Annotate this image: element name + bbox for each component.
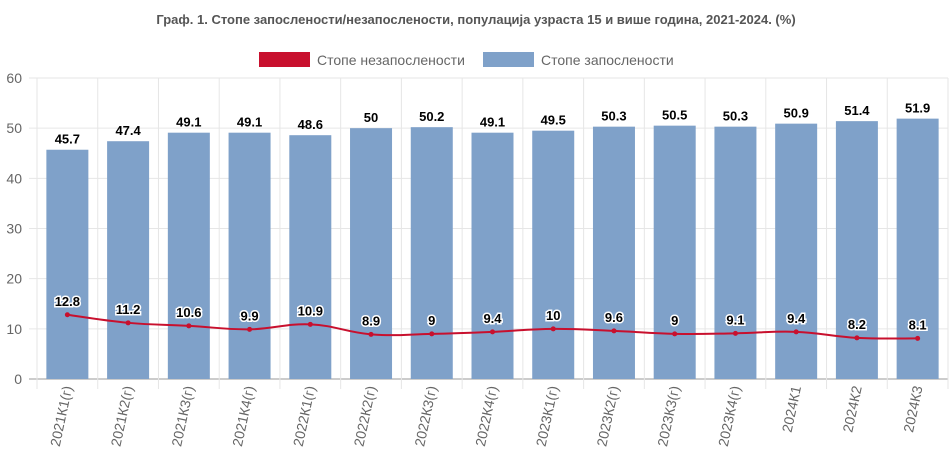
- y-axis: 0 10 20 30 40 50 60: [6, 70, 22, 387]
- point-unemployment: [490, 329, 495, 335]
- point-unemployment: [732, 330, 738, 336]
- data-label-employment: 47.4: [115, 123, 141, 138]
- x-tick-label: 2021К3(г): [168, 384, 196, 448]
- point-unemployment: [429, 331, 435, 337]
- bar-employment: [653, 125, 696, 380]
- data-label-unemployment: 11.2: [116, 302, 141, 317]
- point-unemployment: [854, 335, 860, 341]
- x-tick-label: 2024К1: [779, 384, 804, 434]
- y-tick-label: 10: [6, 321, 22, 337]
- x-axis: 2021К1(г) 2021К2(г) 2021К3(г) 2021К4(г) 2022…: [47, 384, 926, 448]
- data-label-employment: 48.6: [298, 117, 323, 132]
- x-tick-label: 2021К4(г): [229, 384, 257, 448]
- data-label-employment: 49.1: [237, 115, 262, 130]
- data-label-employment: 50.3: [601, 109, 626, 124]
- bar-employment: [107, 141, 150, 379]
- data-label-unemployment: 8.9: [362, 313, 380, 328]
- point-unemployment: [550, 326, 556, 332]
- bar-employment: [532, 130, 575, 379]
- x-tick-label: 2022К1(г): [290, 384, 318, 448]
- line-series: [64, 312, 921, 341]
- y-tick-label: 30: [6, 221, 22, 237]
- x-tick-label: 2023К2(г): [593, 384, 621, 448]
- point-unemployment: [307, 321, 313, 327]
- data-label-employment: 50.9: [784, 106, 809, 121]
- legend-label-employment: Стопе запослености: [541, 52, 674, 68]
- bar-employment: [167, 132, 210, 379]
- data-label-employment: 50.2: [419, 109, 444, 124]
- bar-employment: [471, 132, 514, 379]
- point-unemployment: [247, 326, 253, 332]
- point-unemployment: [672, 331, 678, 337]
- bars: [46, 118, 939, 380]
- y-tick-label: 40: [6, 170, 22, 186]
- data-label-unemployment: 9.6: [605, 310, 623, 325]
- point-unemployment: [793, 329, 799, 335]
- bar-employment: [896, 118, 939, 379]
- data-label-unemployment: 9: [671, 313, 678, 328]
- data-label-unemployment: 12.8: [55, 294, 80, 309]
- bar-employment: [592, 126, 635, 379]
- data-label-employment: 49.1: [176, 115, 201, 130]
- data-label-employment: 51.9: [905, 101, 930, 116]
- x-tick-label: 2024К3: [900, 384, 925, 434]
- data-label-employment: 49.1: [480, 115, 505, 130]
- data-label-unemployment: 9.4: [787, 311, 806, 326]
- x-tick-label: 2021К1(г): [47, 384, 75, 448]
- x-tick-label: 2023К1(г): [533, 384, 561, 448]
- data-label-unemployment: 10.9: [298, 303, 323, 318]
- x-tick-label: 2021К2(г): [108, 384, 136, 448]
- bar-employment: [775, 123, 818, 379]
- data-label-employment: 51.4: [844, 103, 870, 118]
- legend-item-unemployment[interactable]: Стопе незапослености: [259, 52, 465, 68]
- y-tick-label: 0: [14, 371, 22, 387]
- bar-employment: [228, 132, 271, 379]
- x-tick-label: 2023К4(г): [715, 384, 743, 448]
- y-tick-label: 50: [6, 120, 22, 136]
- bar-employment: [46, 149, 89, 379]
- data-labels: 45.7 47.4 49.1 49.1 48.6 50 50.2 49.1 49.5 50.3 50…: [53, 101, 930, 334]
- y-tick-label: 60: [6, 70, 22, 86]
- data-label-employment: 50.3: [723, 109, 748, 124]
- x-tick-label: 2022К2(г): [351, 384, 379, 448]
- legend-swatch-unemployment: [259, 52, 310, 67]
- data-label-unemployment: 8.1: [909, 317, 927, 332]
- legend: Стопе незапослености Стопе запослености: [259, 52, 674, 68]
- data-label-unemployment: 9.9: [241, 308, 259, 323]
- data-label-employment: 50.5: [662, 108, 687, 123]
- bar-employment: [410, 127, 453, 379]
- bar-employment: [714, 126, 757, 379]
- point-unemployment: [125, 320, 131, 326]
- data-label-unemployment: 9: [428, 313, 435, 328]
- bar-employment: [289, 135, 332, 379]
- data-label-unemployment: 8.2: [848, 317, 866, 332]
- point-unemployment: [186, 323, 192, 329]
- data-label-employment: 49.5: [541, 113, 566, 128]
- data-label-unemployment: 10.6: [176, 305, 201, 320]
- legend-item-employment[interactable]: Стопе запослености: [483, 52, 674, 68]
- point-unemployment: [915, 335, 921, 341]
- data-label-unemployment: 9.4: [483, 311, 502, 326]
- bar-employment: [350, 128, 393, 379]
- x-tick-label: 2022К4(г): [472, 384, 500, 448]
- chart-title: Граф. 1. Стопе запослености/незапосленос…: [156, 12, 795, 27]
- y-tick-label: 20: [6, 271, 22, 287]
- x-tick-label: 2022К3(г): [411, 384, 439, 448]
- data-label-unemployment: 10: [546, 308, 560, 323]
- data-label-employment: 50: [364, 110, 378, 125]
- legend-swatch-employment: [483, 52, 534, 67]
- legend-label-unemployment: Стопе незапослености: [317, 52, 465, 68]
- point-unemployment: [611, 328, 617, 334]
- data-label-employment: 45.7: [55, 132, 80, 147]
- point-unemployment: [368, 331, 374, 337]
- point-unemployment: [64, 312, 70, 318]
- x-tick-label: 2023К3(г): [654, 384, 682, 448]
- data-label-unemployment: 9.1: [726, 312, 744, 327]
- x-tick-label: 2024К2: [839, 384, 864, 434]
